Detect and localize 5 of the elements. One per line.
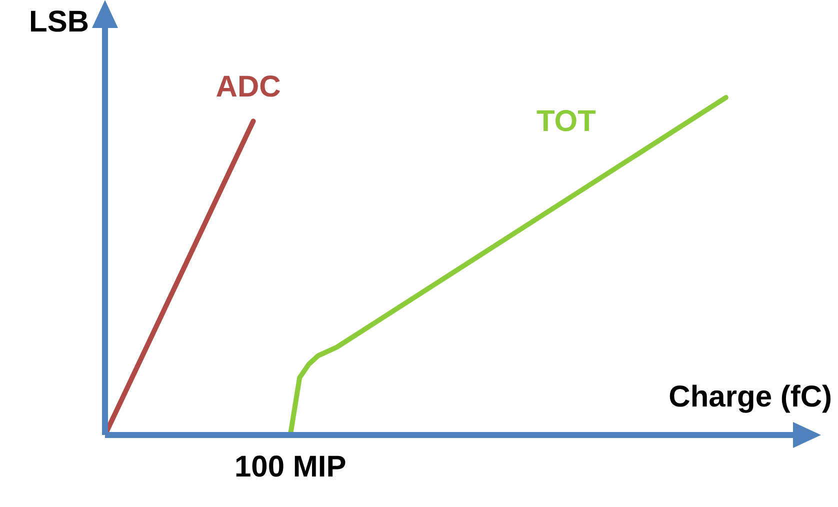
series-label: TOT (536, 104, 596, 138)
series-label: ADC (216, 70, 281, 104)
y-axis-title: LSB (29, 5, 89, 38)
text: 100 MIP (234, 450, 346, 484)
x-axis-title: Charge (fC) (668, 380, 832, 414)
